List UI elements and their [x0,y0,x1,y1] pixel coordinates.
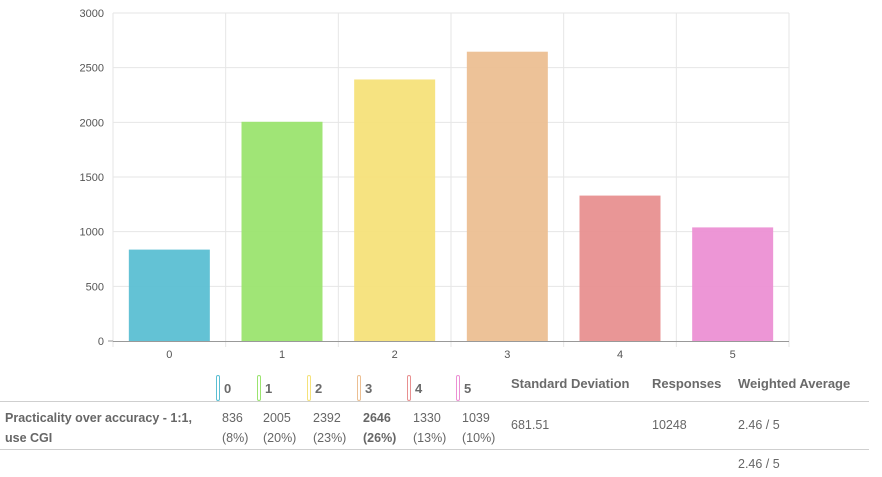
row-divider-bottom [0,449,869,450]
std-dev-value: 681.51 [511,418,550,432]
x-tick-label-5: 5 [730,349,736,361]
row-divider-top [0,401,869,402]
count-cell-3: 2646 (26%) [363,411,397,445]
header-standard-deviation: Standard Deviation [511,376,630,391]
count-cell-5: 1039 (10%) [462,411,496,445]
y-tick-label-2000: 2000 [80,117,104,129]
header-weighted-average: Weighted Average [738,376,851,391]
option-header-1: 1 [257,375,272,401]
option-header-4: 4 [407,375,422,401]
footer-weighted-average: 2.46 / 5 [738,457,780,471]
responses-value: 10248 [652,418,687,432]
legend-swatch-3 [357,375,361,401]
y-tick-label-2500: 2500 [80,63,104,75]
y-tick-label-3000: 3000 [80,8,104,20]
weighted-average-value: 2.46 / 5 [738,418,780,432]
option-header-0: 0 [216,375,231,401]
count-cell-1: 2005 (20%) [263,411,297,445]
count-cell-4: 1330 (13%) [413,411,447,445]
legend-swatch-4 [407,375,411,401]
bar-5 [692,227,774,341]
y-tick-label-1500: 1500 [80,172,104,184]
y-tick-label-1000: 1000 [80,227,104,239]
y-tick-label-500: 500 [86,281,104,293]
count-cell-2: 2392 (23%) [313,411,347,445]
x-tick-label-4: 4 [617,349,623,361]
x-tick-label-0: 0 [166,349,172,361]
bar-chart: 0 500 1000 1500 2000 2500 3000 0 1 2 3 4 5 [80,8,790,361]
bar-2 [354,79,436,341]
x-tick-label-3: 3 [504,349,510,361]
option-header-2: 2 [307,375,322,401]
bar-4 [579,195,661,341]
option-header-5: 5 [456,375,471,401]
y-tick-label-0: 0 [98,336,104,348]
header-responses: Responses [652,376,722,391]
x-tick-label-2: 2 [392,349,398,361]
bar-1 [241,121,323,341]
legend-swatch-5 [456,375,460,401]
legend-swatch-0 [216,375,220,401]
legend-swatch-2 [307,375,311,401]
option-header-3: 3 [357,375,372,401]
legend-swatch-1 [257,375,261,401]
count-cell-0: 836 (8%) [222,411,249,445]
results-table: 0 1 2 3 4 5 Standard Deviation Responses… [0,365,882,477]
question-label: Practicality over accuracy - 1:1, use CG… [5,411,192,445]
bar-0 [128,249,210,341]
x-tick-label-1: 1 [279,349,285,361]
bar-3 [466,51,548,341]
